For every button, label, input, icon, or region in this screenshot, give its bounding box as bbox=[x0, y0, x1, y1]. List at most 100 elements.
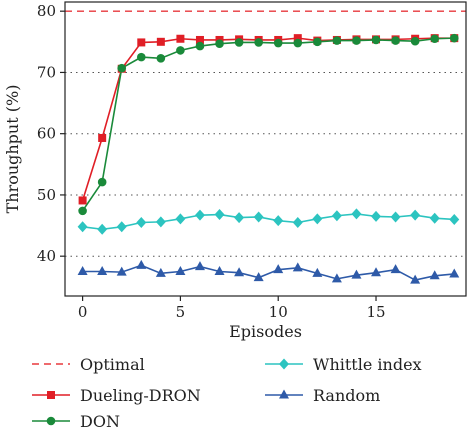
random-point bbox=[292, 262, 303, 272]
legend-marker bbox=[46, 416, 56, 426]
random-point bbox=[429, 270, 440, 280]
legend-item: DON bbox=[32, 412, 120, 431]
x-tick-label: 0 bbox=[78, 303, 88, 321]
don-point bbox=[234, 38, 244, 47]
whittle-index-point bbox=[77, 221, 88, 233]
grid-lines bbox=[65, 71, 466, 257]
random-point bbox=[371, 267, 382, 277]
don-point bbox=[215, 39, 224, 48]
whittle-index-point bbox=[312, 213, 323, 225]
don-point bbox=[97, 177, 107, 187]
y-axis-title: Throughput (%) bbox=[3, 85, 22, 214]
legend-marker bbox=[47, 391, 55, 399]
x-tick-label: 5 bbox=[176, 303, 186, 321]
y-tick-label: 50 bbox=[37, 186, 56, 204]
series-lines bbox=[81, 37, 455, 281]
whittle-index-point bbox=[429, 212, 440, 224]
random-point bbox=[116, 266, 127, 276]
legend-label: Optimal bbox=[80, 355, 145, 374]
dueling-dron-point bbox=[156, 37, 165, 46]
whittle-index-point bbox=[194, 209, 205, 221]
don-point bbox=[195, 41, 205, 51]
whittle-index-point bbox=[155, 216, 166, 228]
whittle-index-point bbox=[449, 213, 460, 225]
whittle-index-point bbox=[371, 210, 382, 222]
don-point bbox=[352, 36, 361, 45]
random-point bbox=[390, 264, 401, 274]
don-point bbox=[117, 63, 127, 73]
random-point bbox=[77, 266, 88, 275]
don-point bbox=[313, 37, 322, 47]
axis-ticks: 40 50 60 70 80 0 5 10 15 bbox=[37, 2, 386, 321]
legend-item: Dueling-DRON bbox=[32, 386, 201, 405]
x-axis-title: Episodes bbox=[229, 322, 302, 341]
legend-label: Random bbox=[313, 386, 380, 405]
random-point bbox=[97, 266, 108, 275]
legend: Optimal Dueling-DRON DON Whittle index Rando… bbox=[32, 355, 422, 431]
y-tick-label: 70 bbox=[37, 63, 56, 81]
dueling-dron-line bbox=[81, 37, 455, 201]
whittle-index-point bbox=[331, 210, 342, 222]
don-point bbox=[449, 33, 459, 43]
legend-item: Optimal bbox=[32, 355, 145, 374]
whittle-index-point bbox=[97, 223, 108, 235]
dueling-dron-point bbox=[176, 34, 185, 43]
legend-marker bbox=[279, 389, 289, 399]
don-point bbox=[156, 54, 166, 63]
don-point bbox=[410, 36, 420, 46]
legend-label: Dueling-DRON bbox=[80, 386, 201, 405]
don-point bbox=[332, 36, 342, 45]
dueling-dron-point bbox=[137, 38, 146, 47]
dueling-dron-point bbox=[293, 34, 302, 43]
x-tick-label: 10 bbox=[269, 303, 288, 321]
whittle-index-point bbox=[351, 208, 362, 220]
y-tick-label: 60 bbox=[37, 125, 56, 143]
random-point bbox=[214, 266, 225, 275]
dueling-dron-point bbox=[195, 35, 204, 44]
random-point bbox=[234, 267, 245, 277]
don-point bbox=[430, 34, 440, 44]
legend-label: DON bbox=[80, 412, 120, 431]
random-point bbox=[253, 272, 264, 282]
don-point bbox=[176, 46, 185, 55]
don-point bbox=[273, 38, 283, 48]
legend-marker bbox=[279, 358, 289, 370]
random-point bbox=[155, 267, 166, 277]
random-point bbox=[449, 268, 460, 278]
whittle-index-point bbox=[214, 209, 225, 221]
random-point bbox=[312, 267, 323, 277]
y-tick-label: 80 bbox=[37, 2, 56, 20]
whittle-index-point bbox=[253, 211, 264, 223]
whittle-index-point bbox=[116, 221, 127, 233]
plot-frame bbox=[64, 1, 467, 297]
whittle-index-point bbox=[273, 215, 284, 227]
don-point bbox=[136, 52, 146, 62]
don-point bbox=[254, 38, 263, 47]
random-point bbox=[410, 274, 421, 284]
legend-item: Whittle index bbox=[265, 355, 422, 374]
whittle-index-point bbox=[410, 209, 421, 221]
legend-item: Random bbox=[265, 386, 380, 405]
whittle-index-point bbox=[136, 217, 147, 228]
random-point bbox=[194, 261, 205, 271]
random-point bbox=[273, 264, 284, 274]
whittle-index-point bbox=[390, 211, 401, 223]
don-point bbox=[293, 38, 303, 48]
y-tick-label: 40 bbox=[37, 247, 56, 265]
whittle-index-point bbox=[292, 217, 303, 228]
dueling-dron-point bbox=[98, 133, 107, 142]
random-point bbox=[351, 269, 362, 279]
random-point bbox=[136, 259, 147, 269]
don-point bbox=[371, 35, 381, 45]
don-point bbox=[391, 36, 400, 45]
series-markers bbox=[77, 33, 460, 284]
random-point bbox=[175, 266, 186, 275]
legend-label: Whittle index bbox=[313, 355, 422, 374]
don-line bbox=[81, 37, 455, 212]
x-tick-label: 15 bbox=[366, 303, 385, 321]
random-point bbox=[331, 273, 342, 283]
dueling-dron-point bbox=[78, 196, 87, 205]
whittle-index-point bbox=[175, 213, 186, 225]
